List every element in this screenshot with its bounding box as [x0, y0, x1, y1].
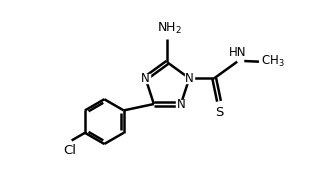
Bar	[141, 74, 150, 83]
Text: CH$_3$: CH$_3$	[260, 54, 284, 69]
Bar	[185, 74, 194, 83]
Text: N: N	[185, 72, 194, 85]
Text: NH$_2$: NH$_2$	[157, 20, 183, 35]
Bar	[176, 100, 185, 108]
Text: S: S	[215, 106, 224, 119]
Text: N: N	[141, 72, 150, 85]
Text: N: N	[176, 98, 185, 110]
Text: Cl: Cl	[63, 144, 77, 157]
Text: HN: HN	[229, 46, 246, 59]
